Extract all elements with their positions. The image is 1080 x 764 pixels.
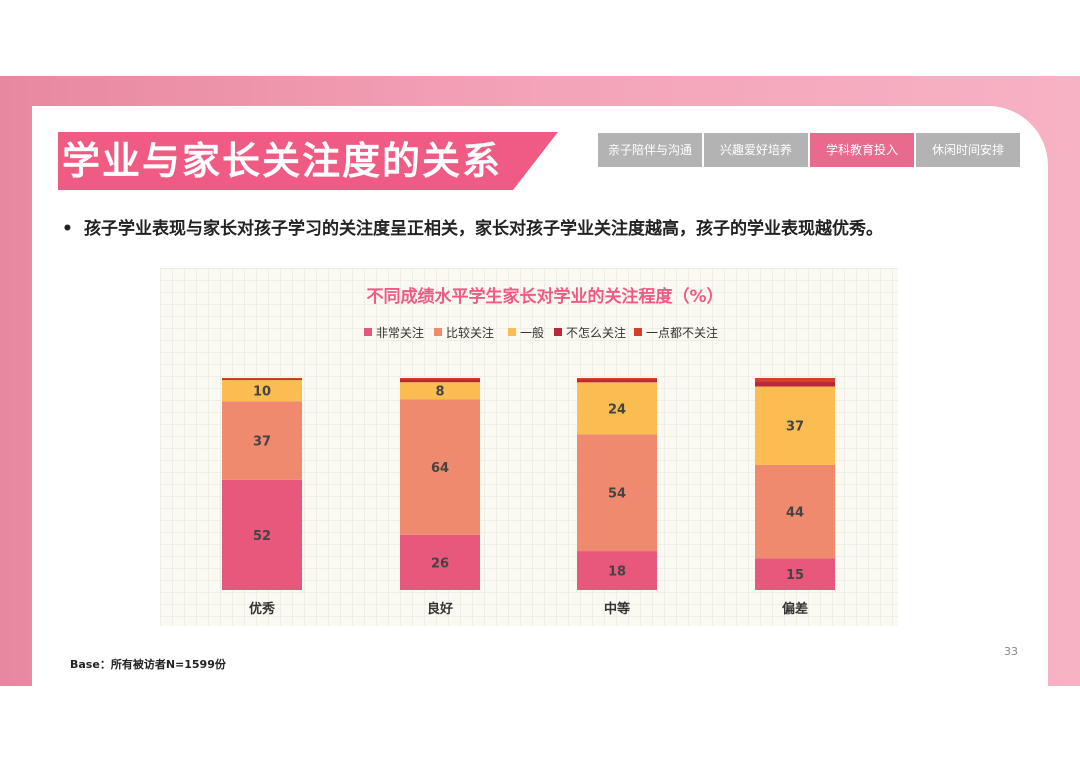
page-title: 学业与家长关注度的关系 [62,139,503,183]
tab-parent-child-companionship[interactable]: 亲子陪伴与沟通 [598,133,702,167]
legend-swatch-3 [554,328,562,336]
bar-segment-3-1 [755,464,835,559]
legend-swatch-4 [634,328,642,336]
bar-segment-2-0 [577,551,657,590]
page-number: 33 [1004,645,1018,658]
data-label-3-2: 37 [786,420,804,435]
bar-segment-1-1 [400,399,480,535]
data-label-0-2: 10 [253,385,271,400]
legend-swatch-0 [364,328,372,336]
category-label-0: 优秀 [249,601,276,617]
bullet-dot-icon: • [62,219,73,239]
bullet-point: • 孩子学业表现与家长对孩子学习的关注度呈正相关，家长对孩子学业关注度越高，孩子的… [62,214,883,239]
bar-segment-3-3 [755,381,835,387]
bar-segment-1-3 [400,379,480,383]
data-label-0-1: 37 [253,435,271,450]
bar-segment-0-1 [222,401,302,480]
section-tabs: 亲子陪伴与沟通 兴趣爱好培养 学科教育投入 休闲时间安排 [598,133,1020,167]
chart-title: 不同成绩水平学生家长对学业的关注程度（%） [366,286,723,307]
bar-segment-2-2 [577,382,657,435]
bar-segment-3-2 [755,386,835,465]
data-label-3-0: 15 [786,568,804,583]
data-label-0-0: 52 [253,529,271,544]
category-label-1: 良好 [427,601,453,617]
bar-segment-2-1 [577,434,657,552]
data-label-1-1: 64 [431,461,449,476]
legend-label-2: 一般 [520,325,544,340]
tab-subject-education-investment[interactable]: 学科教育投入 [810,133,914,167]
data-label-2-0: 18 [608,565,626,580]
data-label-2-1: 54 [608,487,626,502]
bar-segment-0-2 [222,380,302,402]
category-label-2: 中等 [604,601,630,617]
bar-segment-3-0 [755,558,835,590]
bar-segment-1-4 [400,378,480,380]
legend-label-1: 比较关注 [446,325,494,340]
category-label-3: 偏差 [782,601,808,617]
tab-leisure-time-arrangement[interactable]: 休闲时间安排 [916,133,1020,167]
legend-label-4: 一点都不关注 [646,325,718,340]
tab-hobby-cultivation[interactable]: 兴趣爱好培养 [704,133,808,167]
bar-segment-1-0 [400,534,480,590]
bar-segment-2-4 [577,378,657,380]
data-label-1-2: 8 [435,385,444,400]
data-label-2-2: 24 [608,402,626,417]
bar-segment-0-0 [222,479,302,590]
bar-segment-0-4 [222,378,302,380]
bar-segment-0-3 [222,379,302,381]
legend-swatch-2 [508,328,516,336]
bar-segment-2-3 [577,379,657,383]
bar-segment-1-2 [400,382,480,400]
data-label-3-1: 44 [786,506,804,521]
data-label-1-0: 26 [431,556,449,571]
legend-swatch-1 [434,328,442,336]
legend-label-0: 非常关注 [376,325,424,340]
title-banner [58,132,558,190]
legend-label-3: 不怎么关注 [566,325,626,340]
base-note: Base：所有被访者N=1599份 [70,658,226,671]
bullet-text: 孩子学业表现与家长对孩子学习的关注度呈正相关，家长对孩子学业关注度越高，孩子的学… [84,219,883,239]
bar-segment-3-4 [755,378,835,382]
